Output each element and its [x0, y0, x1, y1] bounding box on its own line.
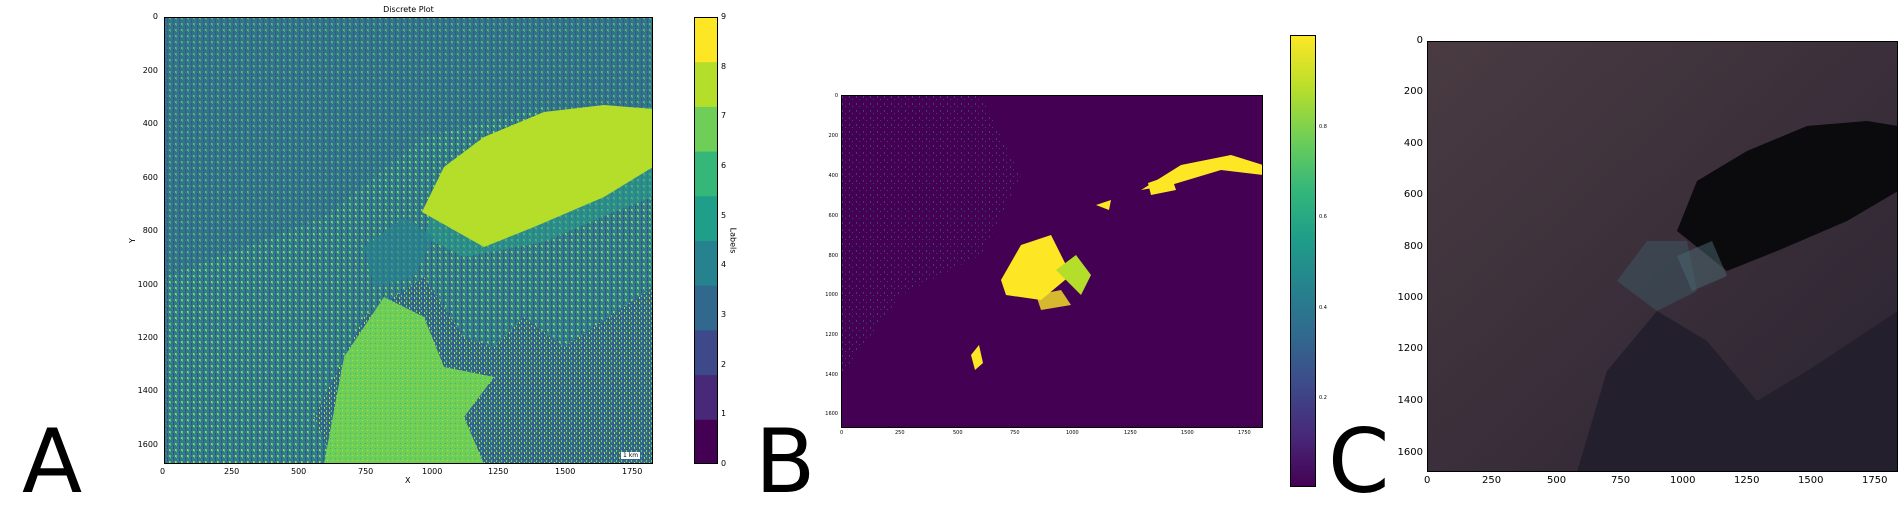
- panel-b-ytick: 0: [834, 93, 838, 99]
- panel-a-colorbar-tick: 1: [721, 409, 727, 419]
- panel-c-ytick: 0: [1416, 35, 1423, 46]
- panel-c-ytick: 600: [1403, 189, 1423, 200]
- panel-b-ytick: 200: [828, 133, 838, 139]
- panel-a-ytick: 600: [142, 173, 158, 182]
- panel-c-xtick: 1250: [1734, 475, 1760, 486]
- panel-a-heatmap: [164, 17, 653, 464]
- panel-b-ytick: 600: [828, 213, 838, 219]
- panel-a-colorbar-tick: 4: [721, 260, 727, 270]
- panel-b-heatmap: [841, 95, 1263, 428]
- panel-c-ytick: 400: [1403, 138, 1423, 149]
- panel-b-xtick: 0: [840, 430, 844, 436]
- panel-a-ytick: 1400: [137, 386, 158, 395]
- panel-a-ytick: 1200: [137, 333, 158, 342]
- panel-c-ytick: 1600: [1397, 447, 1423, 458]
- panel-a-ytick: 0: [152, 12, 158, 21]
- panel-a-colorbar: [694, 17, 718, 464]
- panel-b-colorbar: [1290, 35, 1316, 487]
- panel-c-xtick: 250: [1482, 475, 1502, 486]
- colorbar-segment: [694, 329, 718, 376]
- panel-a-colorbar-tick: 2: [721, 359, 727, 369]
- colorbar-segment: [694, 61, 718, 107]
- panel-b-colorbar-tick: 0.2: [1319, 395, 1327, 401]
- panel-b-ytick: 400: [828, 173, 838, 179]
- panel-c-xtick: 1500: [1798, 475, 1824, 486]
- panel-a-xtick: 750: [358, 467, 374, 476]
- panel-b-xtick: 500: [953, 430, 963, 436]
- panel-a-xtick: 250: [224, 467, 240, 476]
- colorbar-segment: [694, 374, 718, 420]
- panel-b-xtick: 250: [895, 430, 905, 436]
- panel-b-colorbar-tick: 0.4: [1319, 305, 1327, 311]
- panel-a-title: Discrete Plot: [383, 5, 434, 14]
- panel-a-xtick: 1750: [622, 467, 643, 476]
- panel-a-colorbar-label: Labels: [728, 227, 738, 254]
- panel-a-colorbar-frame: [694, 17, 718, 464]
- panel-a-xtick: 1000: [422, 467, 443, 476]
- panel-a-scalebar: 1 km: [621, 452, 641, 459]
- colorbar-segment: [694, 240, 718, 286]
- panel-c-xtick: 0: [1424, 475, 1431, 486]
- panel-c-ytick: 1400: [1397, 395, 1423, 406]
- panel-c-xtick: 750: [1611, 475, 1631, 486]
- panel-a-xtick: 500: [291, 467, 307, 476]
- panel-b-xtick: 750: [1010, 430, 1020, 436]
- panel-a-ytick: 800: [142, 226, 158, 235]
- panel-c-ytick: 1000: [1397, 292, 1423, 303]
- panel-b-ytick: 1200: [825, 332, 838, 338]
- panel-a-xtick: 1250: [488, 467, 509, 476]
- panel-a-xtick: 0: [160, 467, 166, 476]
- panel-b-xtick: 1000: [1066, 430, 1079, 436]
- panel-b-xtick: 1750: [1238, 430, 1251, 436]
- colorbar-segment: [694, 195, 718, 241]
- panel-a-ylabel: Y: [127, 238, 137, 243]
- colorbar-segment: [694, 285, 718, 331]
- panel-b-ytick: 1600: [825, 411, 838, 417]
- panel-b-xtick: 1500: [1181, 430, 1194, 436]
- panel-c-ytick: 200: [1403, 86, 1423, 97]
- panel-a-colorbar-tick: 0: [721, 459, 727, 468]
- panel-a-xtick: 1500: [555, 467, 576, 476]
- panel-a-xlabel: X: [405, 476, 411, 485]
- panel-a-colorbar-tick: 5: [721, 210, 727, 220]
- panel-c-ytick: 800: [1403, 241, 1423, 252]
- panel-a-ytick: 1600: [137, 440, 158, 449]
- colorbar-segment: [694, 17, 718, 63]
- panel-a-colorbar-tick: 6: [721, 161, 727, 170]
- panel-label-c: C: [1328, 410, 1390, 513]
- panel-b-colorbar-tick: 0.6: [1319, 214, 1327, 220]
- panel-c-frame: [1427, 41, 1898, 472]
- panel-b-colorbar-tick: 0.8: [1319, 124, 1327, 130]
- panel-a-colorbar-tick: 7: [721, 111, 727, 121]
- panel-c-xtick: 1750: [1862, 475, 1888, 486]
- panel-a-colorbar-tick: 9: [721, 12, 727, 21]
- panel-b-frame: [841, 95, 1263, 428]
- panel-b-ytick: 800: [828, 253, 838, 259]
- panel-label-b: B: [755, 410, 816, 513]
- colorbar-segment: [694, 151, 718, 197]
- panel-b-xtick: 1250: [1124, 430, 1137, 436]
- panel-c-xtick: 500: [1547, 475, 1567, 486]
- panel-a-ytick: 400: [142, 119, 158, 128]
- panel-a-colorbar-tick: 3: [721, 310, 727, 319]
- colorbar-segment: [694, 419, 718, 464]
- panel-a-frame: [164, 17, 653, 464]
- panel-c-xtick: 1000: [1670, 475, 1696, 486]
- panel-b-ytick: 1400: [825, 372, 838, 378]
- panel-b-ytick: 1000: [825, 292, 838, 298]
- colorbar-segment: [694, 106, 718, 152]
- panel-a-ytick: 1000: [137, 280, 158, 289]
- panel-c-image: [1427, 41, 1898, 472]
- panel-a-colorbar-tick: 8: [721, 61, 727, 71]
- panel-a-ytick: 200: [142, 66, 158, 75]
- panel-label-a: A: [22, 410, 83, 513]
- panel-c-ytick: 1200: [1397, 343, 1423, 354]
